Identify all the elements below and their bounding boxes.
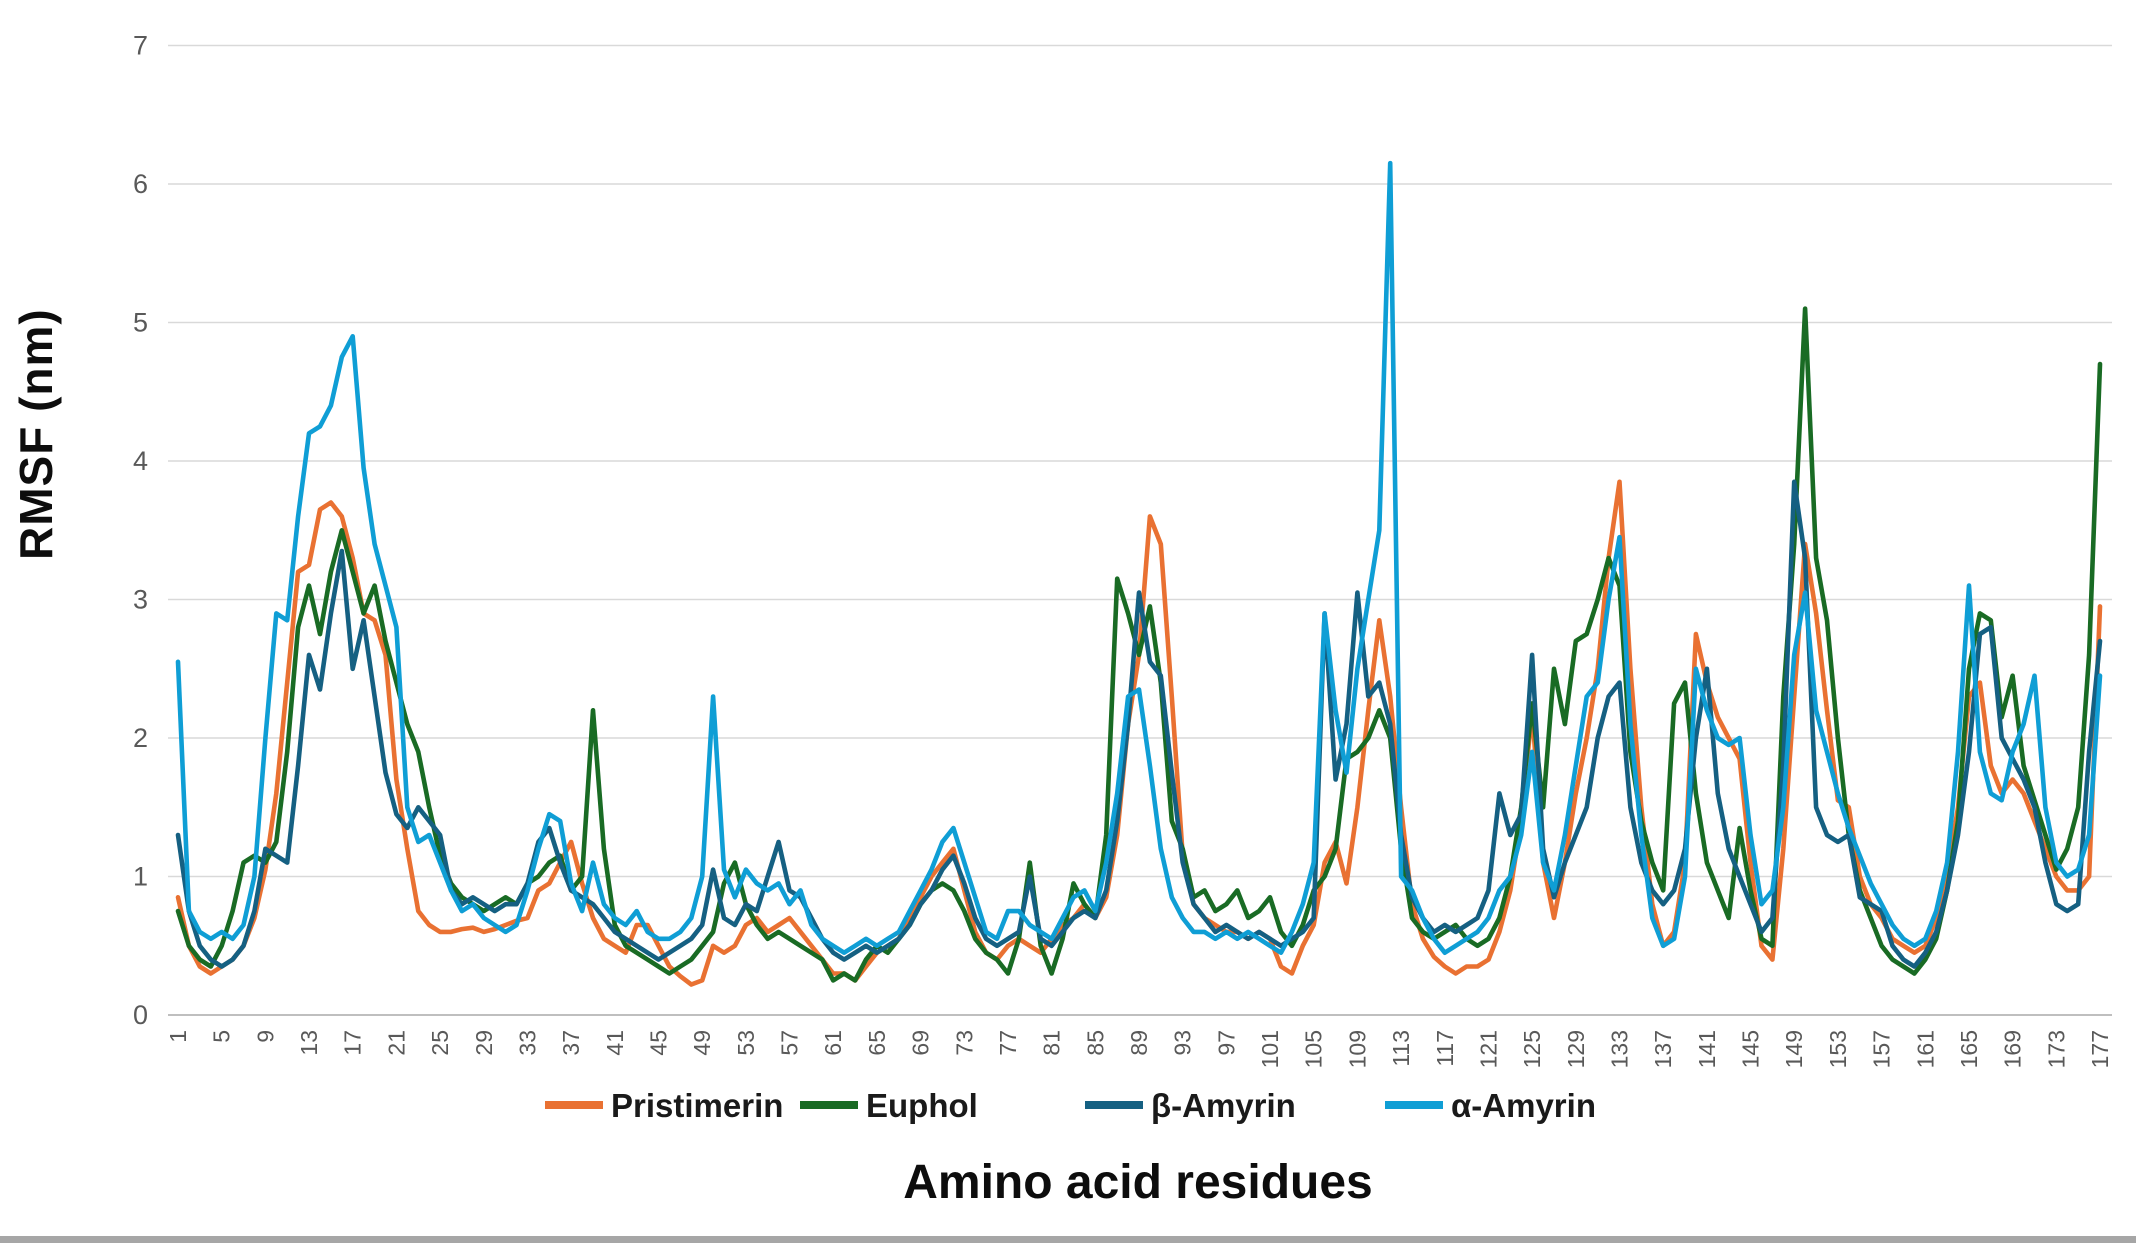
- x-tick-label-37: 37: [558, 1030, 584, 1056]
- y-tick-label-7: 7: [133, 31, 148, 61]
- x-tick-label-133: 133: [1607, 1030, 1633, 1068]
- x-tick-label-77: 77: [995, 1030, 1021, 1056]
- x-tick-label-49: 49: [689, 1030, 715, 1056]
- y-axis-tick-labels: 0 1 2 3 4 5 6 7: [133, 31, 148, 1031]
- x-tick-label-93: 93: [1170, 1030, 1196, 1056]
- x-tick-label-81: 81: [1039, 1030, 1065, 1056]
- x-tick-label-157: 157: [1869, 1030, 1895, 1068]
- y-tick-label-2: 2: [133, 723, 148, 753]
- x-tick-label-53: 53: [733, 1030, 759, 1056]
- x-tick-label-145: 145: [1738, 1030, 1764, 1068]
- y-tick-label-6: 6: [133, 169, 148, 199]
- x-tick-label-177: 177: [2087, 1030, 2113, 1068]
- x-tick-label-65: 65: [864, 1030, 890, 1056]
- x-axis-title: Amino acid residues: [903, 1156, 1372, 1209]
- x-tick-label-29: 29: [471, 1030, 497, 1056]
- x-tick-label-89: 89: [1126, 1030, 1152, 1056]
- x-tick-label-25: 25: [427, 1030, 453, 1056]
- x-tick-label-61: 61: [820, 1030, 846, 1056]
- x-tick-label-129: 129: [1563, 1030, 1589, 1068]
- x-tick-label-153: 153: [1825, 1030, 1851, 1068]
- y-tick-label-0: 0: [133, 1000, 148, 1030]
- legend-item-β-Amyrin: β-Amyrin: [1085, 1087, 1296, 1124]
- legend-item-Pristimerin: Pristimerin: [545, 1087, 783, 1124]
- x-tick-label-161: 161: [1912, 1030, 1938, 1068]
- legend-item-Euphol: Euphol: [800, 1087, 978, 1124]
- x-tick-label-149: 149: [1781, 1030, 1807, 1068]
- x-tick-label-169: 169: [2000, 1030, 2026, 1068]
- x-tick-label-57: 57: [777, 1030, 803, 1056]
- x-tick-label-165: 165: [1956, 1030, 1982, 1068]
- x-tick-label-125: 125: [1519, 1030, 1545, 1068]
- y-tick-label-5: 5: [133, 308, 148, 338]
- x-tick-label-101: 101: [1257, 1030, 1283, 1068]
- x-tick-label-113: 113: [1388, 1030, 1414, 1067]
- x-tick-label-173: 173: [2043, 1030, 2069, 1068]
- x-tick-label-137: 137: [1650, 1030, 1676, 1068]
- x-tick-label-45: 45: [646, 1030, 672, 1056]
- x-tick-label-69: 69: [908, 1030, 934, 1056]
- x-tick-label-121: 121: [1475, 1030, 1501, 1068]
- legend-label-Pristimerin: Pristimerin: [611, 1087, 783, 1124]
- x-tick-label-141: 141: [1694, 1030, 1720, 1068]
- data-series-lines: [175, 160, 2103, 987]
- x-tick-label-13: 13: [296, 1030, 322, 1056]
- y-tick-label-1: 1: [133, 862, 148, 892]
- x-tick-label-33: 33: [514, 1030, 540, 1056]
- x-tick-label-41: 41: [602, 1030, 628, 1056]
- series-line-Euphol: [175, 306, 2103, 983]
- y-axis-title: RMSF (nm): [10, 308, 62, 560]
- legend-item-α-Amyrin: α-Amyrin: [1385, 1087, 1596, 1124]
- x-tick-label-5: 5: [209, 1030, 235, 1043]
- x-tick-label-85: 85: [1082, 1030, 1108, 1056]
- x-axis-tick-labels: 1 5 9 13 17 21 25 29 33 37 41 45 49 53 57 61 65 69 73 77 81 8…: [165, 1030, 2113, 1068]
- x-tick-label-1: 1: [165, 1030, 191, 1043]
- x-tick-label-117: 117: [1432, 1030, 1458, 1067]
- x-tick-label-73: 73: [951, 1030, 977, 1056]
- y-tick-label-4: 4: [133, 446, 148, 476]
- x-tick-label-105: 105: [1301, 1030, 1327, 1068]
- legend-label-Euphol: Euphol: [866, 1087, 978, 1124]
- window-bottom-edge: [0, 1236, 2136, 1243]
- gridlines: [168, 44, 2112, 1016]
- chart-legend: Pristimerin Euphol β-Amyrin α-Amyrin: [545, 1087, 1596, 1124]
- x-tick-label-9: 9: [252, 1030, 278, 1043]
- x-tick-label-17: 17: [340, 1030, 366, 1056]
- x-tick-label-97: 97: [1213, 1030, 1239, 1056]
- legend-label-β-Amyrin: β-Amyrin: [1151, 1087, 1296, 1124]
- x-tick-label-109: 109: [1344, 1030, 1370, 1068]
- y-tick-label-3: 3: [133, 585, 148, 615]
- legend-label-α-Amyrin: α-Amyrin: [1451, 1087, 1596, 1124]
- x-tick-label-21: 21: [383, 1030, 409, 1056]
- series-line-α-Amyrin: [175, 160, 2103, 956]
- series-line-β-Amyrin: [175, 479, 2103, 969]
